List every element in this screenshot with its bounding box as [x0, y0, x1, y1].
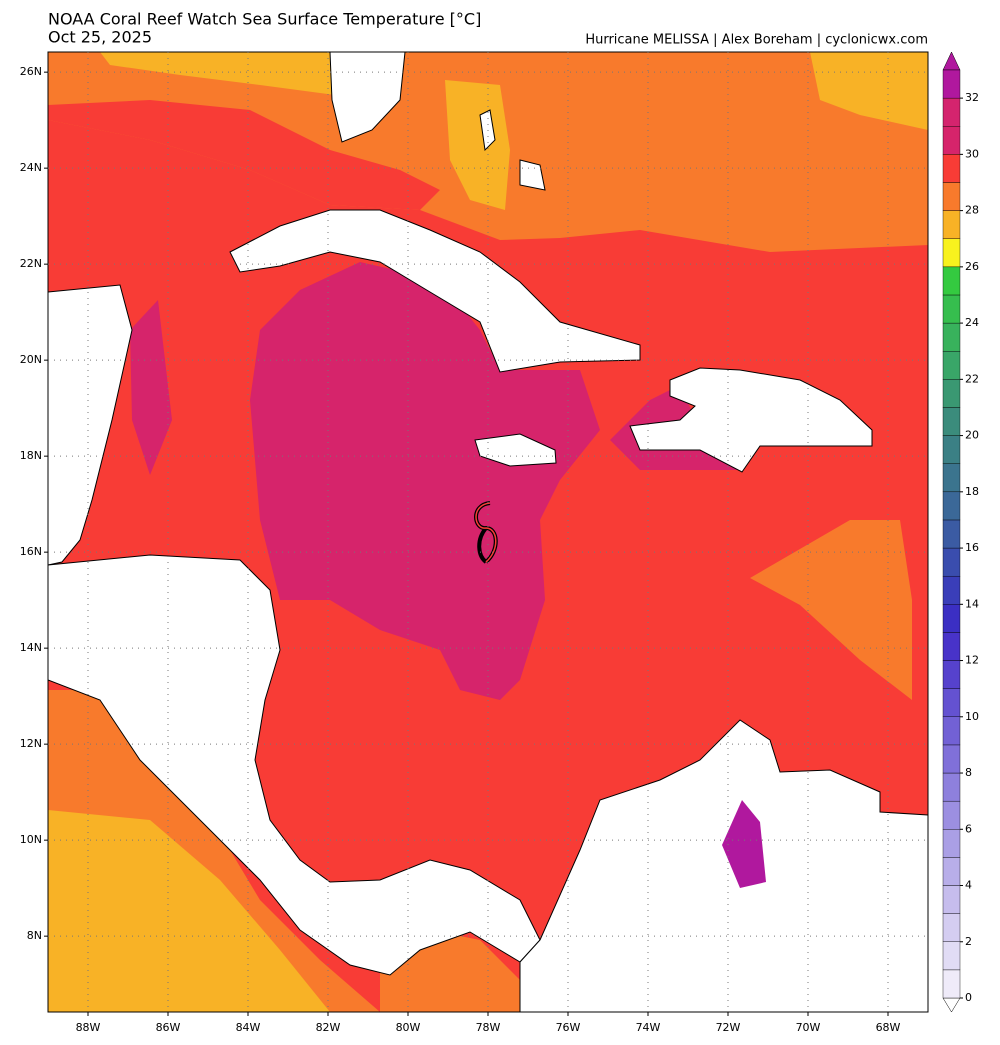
lon-label: 88W: [76, 1021, 101, 1034]
colorbar-box: [942, 154, 961, 183]
colorbar-box: [942, 660, 961, 689]
colorbar-box: [942, 435, 961, 464]
colorbar-box: [942, 800, 961, 830]
colorbar-box: [942, 604, 961, 633]
colorbar-extend: [942, 51, 961, 71]
lat-label: 10N: [20, 833, 42, 846]
lon-label: 80W: [396, 1021, 421, 1034]
bahamas: [519, 159, 546, 191]
colorbar-box: [942, 491, 961, 521]
colorbar-label: 18: [965, 485, 979, 498]
colorbar-box: [942, 547, 961, 577]
south-america: [519, 719, 928, 1012]
hispaniola: [629, 367, 873, 473]
colorbar-box: [942, 857, 961, 886]
colorbar-extend: [942, 997, 961, 1013]
colorbar-box: [942, 716, 961, 746]
lon-label: 74W: [636, 1021, 661, 1034]
colorbar-box: [942, 519, 961, 549]
colorbar-box: [942, 913, 961, 942]
colorbar-label: 14: [965, 597, 979, 610]
colorbar-label: 24: [965, 316, 979, 329]
sst-region: [750, 520, 912, 700]
colorbar-label: 8: [965, 766, 972, 779]
colorbar-box: [942, 266, 961, 296]
colorbar-box: [942, 238, 961, 268]
lat-label: 24N: [20, 161, 42, 174]
sst-region: [250, 262, 600, 700]
lat-label: 26N: [20, 65, 42, 78]
florida: [329, 52, 406, 143]
colorbar-box: [942, 744, 961, 774]
colorbar-box: [942, 772, 961, 802]
colorbar-label: 20: [965, 429, 979, 442]
colorbar-box: [942, 97, 961, 127]
colorbar-label: 4: [965, 879, 972, 892]
lon-label: 70W: [796, 1021, 821, 1034]
colorbar-label: 0: [965, 991, 972, 1004]
colorbar-label: 10: [965, 710, 979, 723]
colorbar-label: 2: [965, 935, 972, 948]
colorbar-box: [942, 69, 961, 99]
colorbar-box: [942, 294, 961, 324]
colorbar-box: [942, 885, 961, 914]
sst-region: [810, 52, 928, 130]
colorbar-label: 16: [965, 541, 979, 554]
colorbar-label: 6: [965, 822, 972, 835]
colorbar-box: [942, 969, 961, 999]
cuba: [229, 209, 641, 373]
lon-label: 78W: [476, 1021, 501, 1034]
date: Oct 25, 2025: [48, 28, 152, 47]
central-america: [48, 554, 541, 976]
colorbar-label: 30: [965, 147, 979, 160]
sst-region: [100, 52, 335, 95]
colorbar-label: 32: [965, 91, 979, 104]
lon-label: 72W: [716, 1021, 741, 1034]
colorbar-label: 28: [965, 204, 979, 217]
colorbar-box: [942, 322, 961, 352]
colorbar-box: [942, 379, 961, 408]
lon-label: 68W: [876, 1021, 901, 1034]
colorbar-label: 22: [965, 372, 979, 385]
colorbar-box: [942, 351, 961, 380]
sst-region: [48, 100, 440, 210]
colorbar-box: [942, 126, 961, 155]
lat-label: 12N: [20, 737, 42, 750]
colorbar-box: [942, 463, 961, 493]
sst-region: [130, 300, 172, 475]
lake-maracaibo: [722, 800, 766, 888]
lat-label: 22N: [20, 257, 42, 270]
colorbar-box: [942, 688, 961, 717]
colorbar-box: [942, 632, 961, 661]
lat-label: 8N: [27, 929, 42, 942]
lat-label: 14N: [20, 641, 42, 654]
credit: Hurricane MELISSA | Alex Boreham | cyclo…: [585, 33, 928, 48]
colorbar-box: [942, 941, 961, 971]
colorbar-box: [942, 829, 961, 858]
colorbar-box: [942, 407, 961, 436]
lon-label: 76W: [556, 1021, 581, 1034]
yucatan: [48, 284, 133, 566]
lon-label: 82W: [316, 1021, 341, 1034]
colorbar-label: 26: [965, 260, 979, 273]
lat-label: 16N: [20, 545, 42, 558]
sst-region: [445, 80, 510, 210]
lon-label: 86W: [156, 1021, 181, 1034]
hurricane-symbol: [475, 502, 497, 563]
colorbar-label: 12: [965, 654, 979, 667]
colorbar-box: [942, 210, 961, 239]
map: [48, 52, 928, 1012]
colorbar-box: [942, 182, 961, 211]
title: NOAA Coral Reef Watch Sea Surface Temper…: [48, 10, 481, 29]
colorbar-box: [942, 575, 961, 605]
lat-label: 20N: [20, 353, 42, 366]
lat-label: 18N: [20, 449, 42, 462]
lon-label: 84W: [236, 1021, 261, 1034]
sst-region: [48, 810, 330, 1012]
